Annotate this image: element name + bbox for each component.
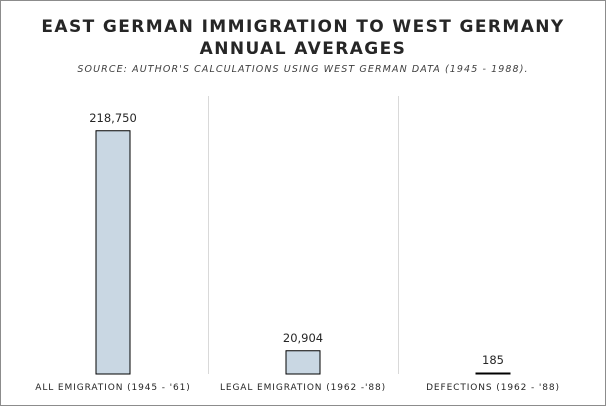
category-tick-label: DEFECTIONS (1962 - '88) — [426, 383, 560, 393]
bar — [95, 130, 131, 375]
chart-title-line-2: ANNUAL AVERAGES — [199, 39, 407, 59]
bar — [475, 372, 511, 375]
bar — [285, 350, 321, 375]
category-tick-label: LEGAL EMIGRATION (1962 -'88) — [220, 383, 386, 393]
data-label: 185 — [482, 353, 504, 367]
chart-subtitle: SOURCE: AUTHOR'S CALCULATIONS USING WEST… — [77, 64, 529, 75]
chart-title-line-1: EAST GERMAN IMMIGRATION TO WEST GERMANY — [41, 17, 565, 37]
category-tick-label: ALL EMIGRATION (1945 - '61) — [35, 383, 190, 393]
data-label: 218,750 — [89, 111, 137, 125]
data-label: 20,904 — [283, 331, 323, 345]
